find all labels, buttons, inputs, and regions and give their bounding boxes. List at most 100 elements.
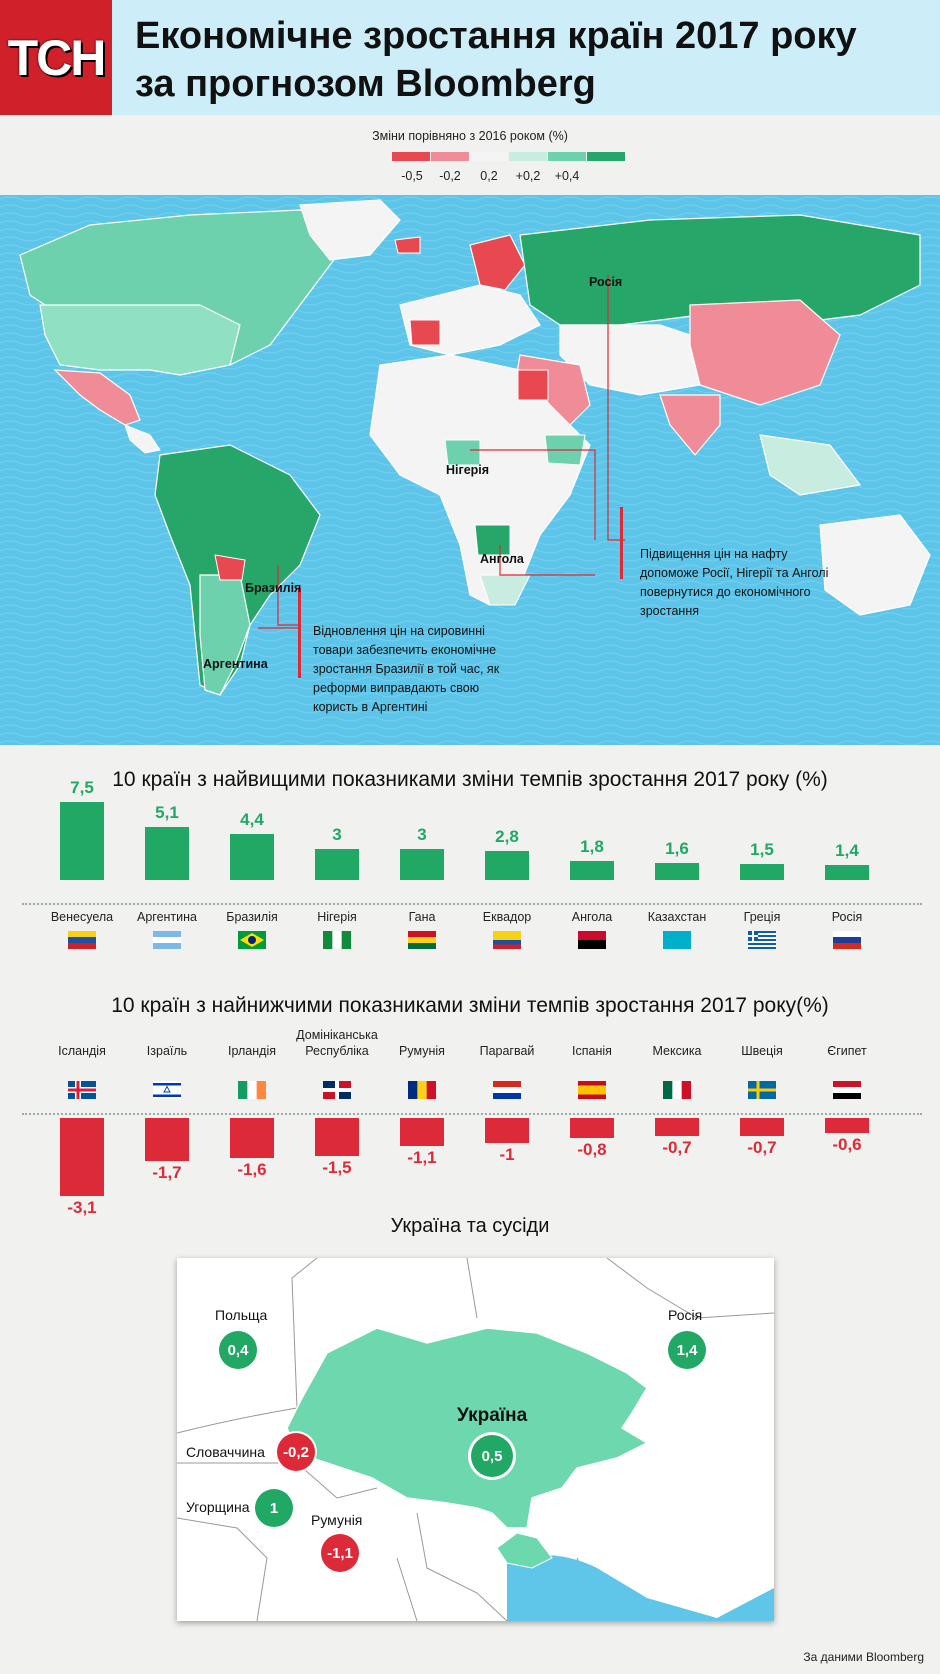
country-name-top: Казахстан: [647, 910, 707, 924]
country-name-top: Ангола: [571, 910, 613, 924]
country-name-top: Нігерія: [317, 910, 357, 924]
label-argentina: Аргентина: [203, 657, 268, 671]
bar-top: [145, 827, 189, 880]
bar-top: [315, 849, 359, 880]
bar-bottom: [485, 1118, 529, 1143]
central-america-shape: [124, 424, 161, 454]
paraguay-shape: [214, 554, 246, 581]
data-label-top: 5,1: [155, 803, 179, 822]
country-name-bottom: Єгипет: [827, 1044, 867, 1058]
callout-oil: Підвищення цін на нафту допоможе Росії, …: [640, 545, 840, 621]
label-brazil: Бразилія: [245, 581, 302, 595]
label-russia: Росія: [589, 275, 623, 289]
country-name-bottom: Ізраїль: [146, 1044, 188, 1058]
country-name-bottom: Парагвай: [479, 1044, 535, 1058]
ukraine-section-title: Україна та сусіди: [390, 1215, 550, 1237]
bar-bottom: [230, 1118, 274, 1158]
bar-top: [230, 834, 274, 880]
egypt-flag: [833, 1081, 861, 1099]
legend-swatch: [548, 152, 586, 161]
bar-top: [485, 851, 529, 880]
sweden-flag: [748, 1081, 776, 1099]
country-name-bottom: Республіка: [305, 1044, 369, 1058]
tsn-logo: ТСН: [0, 0, 112, 115]
value-hungary: 1: [255, 1489, 293, 1527]
label-ukraine: Україна: [457, 1405, 528, 1426]
raw-callout-bar: [298, 588, 301, 678]
data-label-bottom: -1: [499, 1145, 515, 1164]
russia-flag: [833, 931, 861, 949]
title-line-1: Економічне зростання країн 2017 року: [135, 15, 857, 57]
country-name-bottom: Мексика: [652, 1044, 702, 1058]
country-name-top: Бразилія: [226, 910, 278, 924]
angola-shape: [474, 524, 511, 556]
spain-flag: [578, 1081, 606, 1099]
romania-flag: [408, 1081, 436, 1099]
israel-flag: [153, 1081, 181, 1099]
world-map: [0, 195, 940, 745]
label-angola: Ангола: [480, 552, 524, 566]
value-slovakia: -0,2: [277, 1433, 315, 1471]
country-name-top: Еквадор: [482, 910, 532, 924]
legend-label: -0,2: [439, 169, 461, 183]
callout-oil-line: зростання: [640, 604, 699, 618]
ghana-flag: [408, 931, 436, 949]
bottom-chart-baseline: [22, 1113, 922, 1115]
legend-swatch: [470, 152, 508, 161]
data-label-bottom: -1,6: [237, 1160, 267, 1179]
bar-bottom: [570, 1118, 614, 1138]
callout-oil-line: допоможе Росії, Нігерії та Анголі: [640, 566, 829, 580]
country-name-bottom: Домініканська: [296, 1028, 378, 1042]
sa-connector: [258, 565, 300, 629]
argentina-flag: [153, 931, 181, 949]
legend-label: -0,5: [401, 169, 423, 183]
data-label-bottom: -1,5: [322, 1158, 352, 1177]
data-label-top: 1,8: [580, 837, 604, 856]
legend-swatch: [587, 152, 625, 161]
angola-flag: [578, 931, 606, 949]
country-name-bottom: Ісландія: [58, 1044, 106, 1058]
ukraine-map-svg: [177, 1258, 774, 1621]
india-shape: [659, 394, 721, 456]
mexico-flag: [663, 1081, 691, 1099]
logo-text: ТСН: [7, 29, 107, 86]
bar-top: [570, 861, 614, 880]
data-label-top: 4,4: [240, 810, 264, 829]
bar-bottom: [400, 1118, 444, 1146]
dominican-republic-flag: [323, 1081, 351, 1099]
data-label-top: 1,5: [750, 840, 774, 859]
callout-oil-line: повернутися до економічного: [640, 585, 811, 599]
nigeria-flag: [323, 931, 351, 949]
value-romania: -1,1: [321, 1534, 359, 1572]
data-label-top: 3: [332, 825, 342, 844]
data-label-top: 2,8: [495, 827, 519, 846]
data-label-bottom: -0,7: [662, 1138, 692, 1157]
scandinavia-shape: [469, 234, 526, 291]
top-chart-title: 10 країн з найвищими показниками зміни т…: [112, 768, 828, 791]
legend-label: +0,4: [554, 169, 580, 183]
value-russia: 1,4: [668, 1331, 706, 1369]
country-name-top: Венесуела: [50, 910, 114, 924]
callout-raw-materials: Відновлення цін на сировинні товари забе…: [313, 622, 523, 717]
label-russia-ua: Росія: [668, 1307, 703, 1323]
data-label-bottom: -0,7: [747, 1138, 777, 1157]
data-label-bottom: -0,8: [577, 1140, 607, 1159]
ireland-flag: [238, 1081, 266, 1099]
callout-raw-line: товари забезпечить економічне: [313, 643, 497, 657]
greece-flag: [748, 931, 776, 949]
bar-bottom: [740, 1118, 784, 1136]
data-label-top: 3: [417, 825, 427, 844]
country-name-bottom: Іспанія: [572, 1044, 612, 1058]
bar-bottom: [825, 1118, 869, 1133]
value-poland: 0,4: [219, 1331, 257, 1369]
border-line: [177, 1517, 268, 1621]
paraguay-flag: [493, 1081, 521, 1099]
usa-shape: [39, 304, 241, 376]
top-chart-baseline: [22, 903, 922, 905]
ukraine-map: [177, 1258, 774, 1621]
data-label-bottom: -1,7: [152, 1163, 182, 1182]
data-label-top: 7,5: [70, 778, 94, 797]
bar-top: [400, 849, 444, 880]
legend-swatch: [431, 152, 469, 161]
bar-bottom: [145, 1118, 189, 1161]
